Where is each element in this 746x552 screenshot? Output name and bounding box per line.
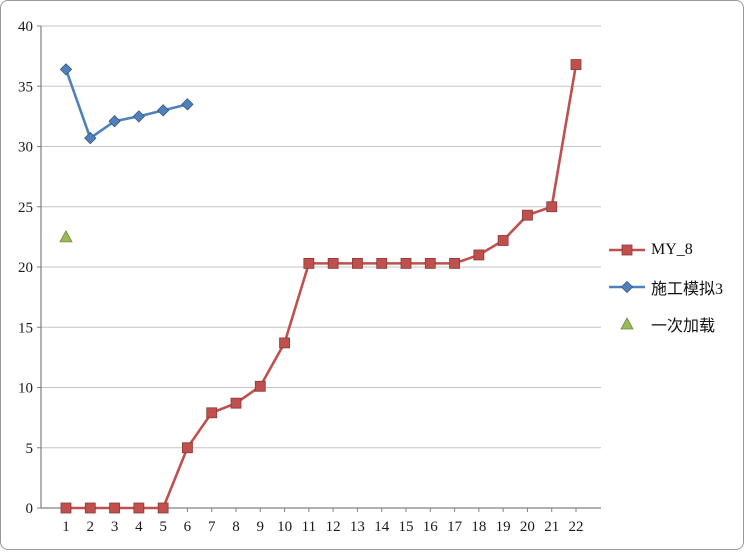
y-tick-label: 20 bbox=[18, 260, 33, 276]
legend-label: 一次加载 bbox=[651, 317, 716, 335]
square-marker-icon bbox=[352, 257, 363, 269]
y-tick-label: 25 bbox=[18, 200, 33, 216]
square-marker-icon bbox=[60, 502, 72, 514]
diamond-marker-icon bbox=[620, 280, 634, 293]
square-marker-icon bbox=[621, 244, 633, 255]
square-marker-icon bbox=[254, 380, 266, 392]
diamond-marker-icon bbox=[59, 63, 73, 76]
y-tick-label: 30 bbox=[18, 140, 33, 156]
square-series-legend-icon bbox=[609, 244, 645, 255]
x-tick-label: 18 bbox=[471, 519, 486, 535]
triangle-marker-icon bbox=[59, 230, 73, 243]
diamond-marker-icon bbox=[132, 110, 146, 123]
square-marker-icon bbox=[206, 407, 218, 419]
series-line-diamond bbox=[64, 68, 188, 141]
square-marker-icon bbox=[376, 257, 388, 269]
x-tick-label: 1 bbox=[62, 519, 70, 535]
square-marker-icon bbox=[182, 442, 193, 454]
square-marker-icon bbox=[570, 59, 582, 70]
x-tick-label: 20 bbox=[520, 519, 535, 535]
square-marker-icon bbox=[400, 257, 412, 269]
legend-item-my8: MY_8 bbox=[609, 231, 723, 268]
legend-item-one-time-load: 一次加载 bbox=[609, 305, 723, 342]
x-tick-label: 21 bbox=[544, 519, 559, 535]
square-marker-icon bbox=[230, 397, 242, 409]
square-marker-icon bbox=[84, 502, 96, 514]
x-tick-label: 12 bbox=[326, 519, 341, 535]
triangle-marker-icon bbox=[620, 316, 634, 329]
square-marker-icon bbox=[473, 249, 485, 261]
x-tick-label: 19 bbox=[496, 519, 511, 535]
square-marker-icon bbox=[449, 257, 460, 269]
x-tick-label: 8 bbox=[232, 519, 240, 535]
x-tick-label: 6 bbox=[184, 519, 192, 535]
square-marker-icon bbox=[303, 257, 315, 269]
x-tick-label: 22 bbox=[569, 519, 584, 535]
x-tick-label: 4 bbox=[135, 519, 143, 535]
y-tick-label: 35 bbox=[18, 79, 33, 95]
x-tick-label: 7 bbox=[208, 519, 216, 535]
diamond-series-legend-icon bbox=[609, 280, 645, 293]
legend-label: 施工模拟3 bbox=[651, 280, 724, 298]
x-tick-label: 17 bbox=[447, 519, 463, 535]
x-tick-label: 9 bbox=[257, 519, 265, 535]
square-marker-icon bbox=[133, 502, 145, 514]
y-tick-label: 15 bbox=[18, 320, 33, 336]
y-tick-label: 5 bbox=[26, 441, 34, 457]
legend-label: MY_8 bbox=[651, 240, 693, 258]
x-tick-label: 14 bbox=[374, 519, 390, 535]
triangle-series-legend-icon bbox=[620, 316, 634, 329]
square-marker-icon bbox=[109, 502, 120, 514]
square-marker-icon bbox=[279, 337, 290, 349]
y-tick-label: 0 bbox=[26, 501, 34, 517]
y-tick-label: 10 bbox=[18, 381, 33, 397]
square-marker-icon bbox=[546, 201, 558, 213]
x-tick-label: 13 bbox=[350, 519, 365, 535]
square-marker-icon bbox=[157, 502, 169, 514]
square-marker-icon bbox=[497, 235, 509, 246]
y-tick-label: 40 bbox=[18, 19, 33, 35]
x-tick-label: 16 bbox=[423, 519, 439, 535]
diamond-marker-icon bbox=[108, 115, 121, 128]
diamond-marker-icon bbox=[84, 131, 97, 145]
x-tick-label: 3 bbox=[111, 519, 119, 535]
series-line-square bbox=[66, 64, 578, 510]
x-tick-label: 11 bbox=[302, 519, 316, 535]
legend-item-construction-sim-3: 施工模拟3 bbox=[609, 268, 723, 305]
legend: MY_8 施工模拟3 一次加载 bbox=[609, 231, 723, 342]
diamond-marker-icon bbox=[156, 104, 170, 117]
x-tick-label: 2 bbox=[87, 519, 95, 535]
square-marker-icon bbox=[327, 257, 339, 269]
x-tick-label: 15 bbox=[399, 519, 414, 535]
x-tick-label: 5 bbox=[159, 519, 167, 535]
x-tick-label: 10 bbox=[277, 519, 292, 535]
square-marker-icon bbox=[424, 257, 436, 269]
square-marker-icon bbox=[522, 209, 533, 221]
diamond-marker-icon bbox=[181, 98, 194, 111]
